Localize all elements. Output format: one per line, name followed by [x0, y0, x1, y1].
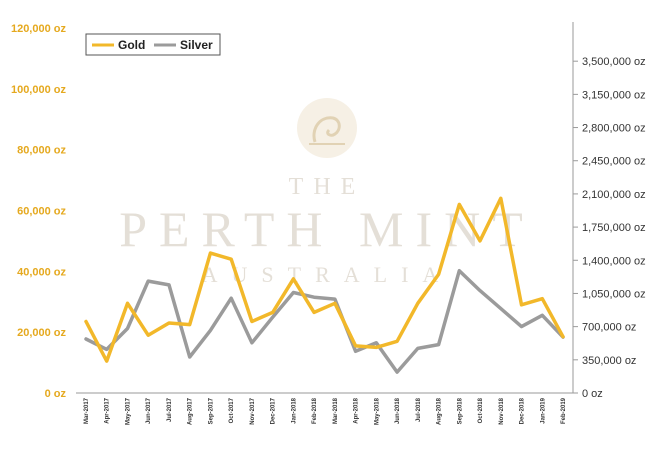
x-tick-label: Oct-2017 — [229, 397, 235, 423]
x-tick-label: Apr-2017 — [105, 397, 111, 423]
left-tick-label: 40,000 oz — [17, 266, 66, 278]
x-tick-label: Jan-2019 — [540, 397, 546, 423]
right-tick-label: 3,500,000 oz — [582, 56, 646, 68]
left-tick-label: 60,000 oz — [17, 206, 66, 218]
right-axis-tick-labels: 0 oz 350,000 oz 700,000 oz 1,050,000 oz 1,40… — [582, 56, 646, 400]
x-tick-label: Oct-2018 — [478, 397, 484, 423]
right-tick-label: 0 oz — [582, 388, 603, 400]
right-tick-label: 1,050,000 oz — [582, 288, 646, 300]
left-tick-label: 0 oz — [45, 388, 67, 400]
right-tick-label: 1,750,000 oz — [582, 222, 646, 234]
watermark: THE PERTH MINT AUSTRALIA — [119, 98, 535, 287]
series-line-gold — [84, 196, 565, 363]
legend-box — [85, 33, 221, 56]
left-tick-label: 100,000 oz — [11, 84, 67, 96]
right-tick-label: 350,000 oz — [582, 355, 636, 367]
x-tick-label: Jul-2017 — [167, 397, 173, 422]
legend: Gold Silver — [85, 33, 221, 56]
right-tick-label: 700,000 oz — [582, 322, 636, 334]
x-tick-label: Aug-2017 — [188, 397, 194, 425]
x-tick-label: Jul-2018 — [416, 397, 422, 422]
left-tick-label: 80,000 oz — [17, 145, 66, 157]
left-axis-tick-labels: 0 oz 20,000 oz 40,000 oz 60,000 oz 80,000 oz… — [11, 23, 67, 400]
left-tick-label: 20,000 oz — [17, 327, 66, 339]
x-tick-label: May-2017 — [125, 397, 131, 425]
x-tick-label: Sep-2018 — [457, 397, 463, 424]
series-line-silver — [84, 268, 565, 374]
x-tick-label: Jun-2018 — [395, 397, 401, 424]
x-tick-label: May-2018 — [374, 397, 380, 425]
right-tick-label: 2,800,000 oz — [582, 123, 646, 135]
x-tick-label: Apr-2018 — [354, 397, 360, 423]
right-tick-label: 3,150,000 oz — [582, 89, 646, 101]
right-tick-label: 2,100,000 oz — [582, 189, 646, 201]
left-tick-label: 120,000 oz — [11, 23, 67, 35]
x-tick-label: Dec-2017 — [271, 397, 277, 424]
right-axis-tick-marks — [573, 60, 578, 394]
x-tick-label: Sep-2017 — [208, 397, 214, 424]
x-tick-label: Feb-2018 — [312, 397, 318, 424]
x-tick-label: Aug-2018 — [437, 397, 443, 425]
right-tick-label: 2,450,000 oz — [582, 156, 646, 168]
watermark-line1: THE — [289, 174, 366, 200]
x-tick-label: Jun-2017 — [146, 397, 152, 424]
swan-logo-icon — [297, 98, 357, 158]
x-tick-label: Dec-2018 — [520, 397, 526, 424]
x-tick-label: Feb-2019 — [561, 397, 567, 424]
x-tick-label: Nov-2017 — [250, 397, 256, 424]
watermark-line2: PERTH MINT — [119, 201, 535, 257]
x-tick-label: Mar-2017 — [84, 397, 90, 424]
legend-label-gold: Gold — [118, 38, 145, 52]
x-axis-tick-labels: Mar-2017 Apr-2017 May-2017 Jun-2017 Jul-2017… — [84, 397, 567, 425]
legend-label-silver: Silver — [180, 38, 213, 52]
right-tick-label: 1,400,000 oz — [582, 255, 646, 267]
x-tick-label: Nov-2018 — [499, 397, 505, 424]
x-tick-label: Jan-2018 — [291, 397, 297, 423]
x-tick-label: Mar-2018 — [333, 397, 339, 424]
watermark-line3: AUSTRALIA — [202, 262, 453, 287]
series-lines — [84, 196, 565, 374]
